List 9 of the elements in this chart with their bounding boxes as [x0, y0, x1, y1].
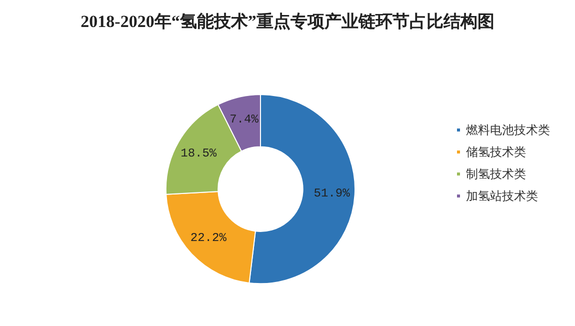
legend-label: 加氢站技术类 — [466, 189, 538, 203]
data-label: 51.9% — [314, 186, 351, 200]
legend-label: 燃料电池技术类 — [466, 123, 550, 137]
data-label: 22.2% — [190, 231, 228, 245]
data-label: 7.4% — [230, 112, 260, 127]
chart-title: 2018-2020年“氢能技术”重点专项产业链环节占比结构图 — [80, 12, 494, 31]
legend-label: 储氢技术类 — [466, 145, 526, 159]
legend-label: 制氢技术类 — [466, 167, 526, 181]
data-label: 18.5% — [180, 146, 218, 160]
